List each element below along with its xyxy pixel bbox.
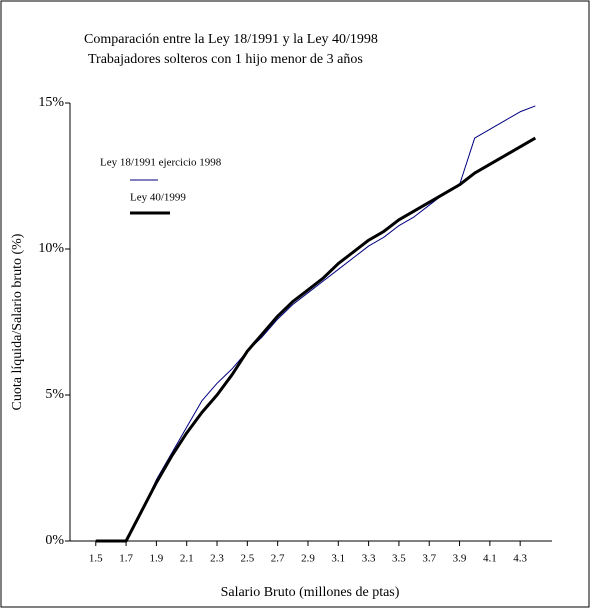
x-tick-label: 2.9 <box>301 553 315 565</box>
chart-title: Comparación entre la Ley 18/1991 y la Le… <box>84 32 378 47</box>
x-tick-label: 3.7 <box>422 553 436 565</box>
x-tick-label: 3.9 <box>453 553 467 565</box>
series-line <box>95 136 537 543</box>
x-tick-label: 1.9 <box>150 553 164 565</box>
x-tick-label: 3.3 <box>362 553 376 565</box>
x-tick-label: 2.3 <box>210 553 224 565</box>
x-tick-label: 3.1 <box>331 553 345 565</box>
x-axis-label: Salario Bruto (millones de ptas) <box>221 585 400 600</box>
x-tick-label: 4.1 <box>483 553 497 565</box>
chart-subtitle: Trabajadores solteros con 1 hijo menor d… <box>88 52 363 67</box>
y-tick-label: 5% <box>45 387 64 402</box>
x-tick-label: 4.3 <box>513 553 527 565</box>
legend-label: Ley 40/1999 <box>130 192 186 204</box>
y-axis-label: Cuota líquida/Salario bruto (%) <box>10 233 25 410</box>
x-tick-label: 1.7 <box>119 553 133 565</box>
x-tick-label: 1.5 <box>89 553 103 565</box>
legend-label: Ley 18/1991 ejercicio 1998 <box>100 157 222 169</box>
y-tick-label: 15% <box>38 95 64 110</box>
x-tick-label: 2.5 <box>240 553 254 565</box>
y-tick-label: 10% <box>38 241 64 256</box>
x-tick-label: 2.1 <box>180 553 194 565</box>
x-tick-label: 2.7 <box>271 553 285 565</box>
y-tick-label: 0% <box>45 533 64 548</box>
x-tick-label: 3.5 <box>392 553 406 565</box>
